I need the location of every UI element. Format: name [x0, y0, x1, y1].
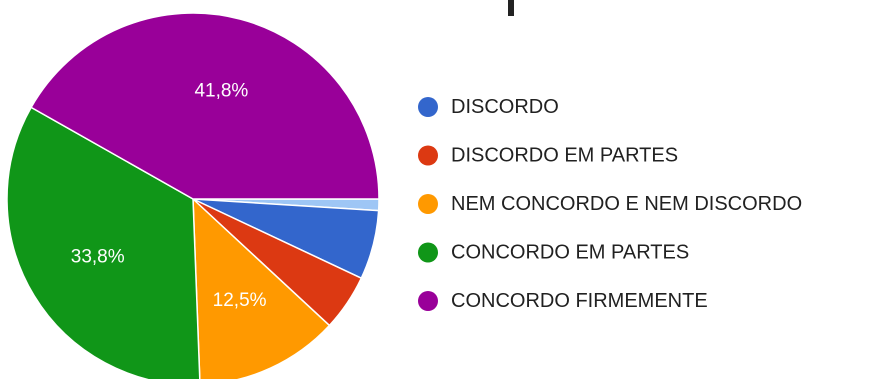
legend-swatch-discordo-em-partes — [418, 145, 438, 166]
legend-label-discordo-em-partes: DISCORDO EM PARTES — [451, 145, 678, 167]
pie-slice-concordo-firmemente — [30, 12, 380, 200]
legend-item-discordo: DISCORDO — [418, 96, 559, 118]
pie-slices — [6, 12, 380, 384]
legend-label-nem-concordo-e-nem-discordo: NEM CONCORDO E NEM DISCORDO — [451, 193, 802, 215]
pie-slice-nem-concordo-e-nem-discordo — [192, 198, 331, 384]
pie-data-labels: 12,5% 33,8% 41,8% — [71, 81, 267, 311]
legend-item-concordo-firmemente: CONCORDO FIRMEMENTE — [418, 290, 708, 312]
legend-label-discordo: DISCORDO — [451, 96, 559, 118]
legend-label-concordo-firmemente: CONCORDO FIRMEMENTE — [451, 290, 708, 312]
legend-swatch-concordo-firmemente — [418, 291, 438, 311]
cropped-title-fragment — [508, 0, 514, 16]
legend-swatch-nem-concordo-e-nem-discordo — [418, 194, 438, 214]
legend-item-discordo-em-partes: DISCORDO EM PARTES — [418, 145, 678, 167]
legend-swatch-concordo-em-partes — [418, 242, 438, 263]
legend: DISCORDO DISCORDO EM PARTES NEM CONCORDO E… — [418, 96, 802, 312]
legend-label-concordo-em-partes: CONCORDO EM PARTES — [451, 242, 689, 264]
legend-item-concordo-em-partes: CONCORDO EM PARTES — [418, 242, 689, 264]
data-label-concordo-em-partes: 33,8% — [71, 247, 125, 268]
legend-swatch-discordo — [418, 97, 438, 117]
legend-item-nem-concordo-e-nem-discordo: NEM CONCORDO E NEM DISCORDO — [418, 193, 802, 215]
data-label-nem-concordo-e-nem-discordo: 12,5% — [213, 290, 267, 311]
data-label-concordo-firmemente: 41,8% — [194, 81, 248, 102]
